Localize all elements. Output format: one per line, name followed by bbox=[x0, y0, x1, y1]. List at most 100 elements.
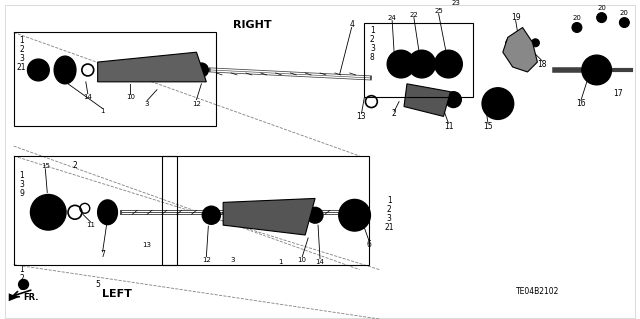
Circle shape bbox=[596, 13, 607, 23]
Circle shape bbox=[346, 206, 364, 224]
Circle shape bbox=[202, 206, 220, 224]
Circle shape bbox=[414, 56, 429, 72]
Text: 1: 1 bbox=[278, 259, 283, 265]
Text: 1: 1 bbox=[370, 26, 375, 35]
Ellipse shape bbox=[98, 200, 117, 225]
Text: 14: 14 bbox=[316, 259, 324, 265]
Text: 16: 16 bbox=[576, 99, 586, 108]
Text: 3: 3 bbox=[19, 180, 24, 189]
Circle shape bbox=[572, 23, 582, 33]
Circle shape bbox=[408, 50, 436, 78]
Text: 7: 7 bbox=[100, 250, 105, 259]
Text: 4: 4 bbox=[349, 20, 354, 29]
Text: 3: 3 bbox=[19, 54, 24, 63]
Polygon shape bbox=[98, 52, 206, 82]
Circle shape bbox=[620, 18, 629, 27]
Text: 12: 12 bbox=[192, 100, 201, 107]
Text: 15: 15 bbox=[41, 163, 50, 169]
Text: 13: 13 bbox=[356, 112, 366, 121]
Text: 3: 3 bbox=[370, 44, 375, 53]
Text: 2: 2 bbox=[370, 35, 375, 44]
Circle shape bbox=[531, 39, 540, 47]
Circle shape bbox=[28, 59, 49, 81]
Bar bbox=[364, 23, 473, 97]
Bar bbox=[162, 156, 369, 265]
Text: 1: 1 bbox=[387, 196, 392, 205]
Text: 20: 20 bbox=[620, 10, 628, 16]
Polygon shape bbox=[404, 84, 451, 116]
Text: 23: 23 bbox=[484, 99, 492, 105]
Bar bbox=[13, 33, 216, 126]
Ellipse shape bbox=[54, 56, 76, 84]
Ellipse shape bbox=[102, 204, 113, 221]
Text: 9: 9 bbox=[19, 189, 24, 198]
Circle shape bbox=[506, 39, 514, 47]
Text: 1: 1 bbox=[100, 108, 105, 115]
Circle shape bbox=[392, 55, 410, 73]
Text: 3: 3 bbox=[387, 214, 392, 223]
Polygon shape bbox=[223, 198, 315, 235]
Text: 10: 10 bbox=[126, 94, 135, 100]
Ellipse shape bbox=[440, 56, 456, 72]
Circle shape bbox=[489, 95, 507, 113]
Circle shape bbox=[582, 55, 611, 85]
Circle shape bbox=[387, 50, 415, 78]
Circle shape bbox=[307, 207, 323, 223]
Text: 24: 24 bbox=[388, 15, 397, 21]
Text: 1: 1 bbox=[19, 171, 24, 180]
Text: 2: 2 bbox=[392, 109, 397, 118]
Circle shape bbox=[37, 219, 41, 223]
Text: 1: 1 bbox=[19, 36, 24, 45]
Circle shape bbox=[55, 201, 60, 205]
Text: 8: 8 bbox=[370, 53, 375, 62]
Text: 10: 10 bbox=[298, 257, 307, 263]
Text: 11: 11 bbox=[86, 222, 95, 228]
Circle shape bbox=[33, 65, 44, 75]
Text: 17: 17 bbox=[614, 89, 623, 98]
Text: 2: 2 bbox=[19, 274, 24, 283]
Text: 14: 14 bbox=[83, 94, 92, 100]
Text: 22: 22 bbox=[410, 11, 419, 18]
Text: 23: 23 bbox=[452, 0, 461, 6]
Text: 25: 25 bbox=[434, 8, 443, 14]
Text: 19: 19 bbox=[511, 13, 520, 22]
Circle shape bbox=[19, 279, 29, 289]
Polygon shape bbox=[9, 293, 19, 301]
Text: RIGHT: RIGHT bbox=[234, 19, 272, 30]
Circle shape bbox=[589, 62, 605, 78]
Text: 11: 11 bbox=[444, 122, 453, 131]
Circle shape bbox=[46, 197, 50, 201]
Text: 20: 20 bbox=[597, 5, 606, 11]
Text: 3: 3 bbox=[19, 283, 24, 292]
Text: 21: 21 bbox=[385, 223, 394, 232]
Text: 18: 18 bbox=[538, 60, 547, 69]
Text: 20: 20 bbox=[573, 15, 581, 21]
Polygon shape bbox=[503, 27, 538, 72]
Circle shape bbox=[518, 61, 527, 69]
Circle shape bbox=[55, 219, 60, 223]
Circle shape bbox=[59, 210, 63, 214]
Circle shape bbox=[46, 223, 50, 227]
Text: 3: 3 bbox=[145, 100, 149, 107]
Text: 2: 2 bbox=[387, 205, 392, 214]
Text: 5: 5 bbox=[95, 280, 100, 289]
Circle shape bbox=[33, 210, 37, 214]
Text: 2: 2 bbox=[72, 161, 77, 170]
Text: TE04B2102: TE04B2102 bbox=[516, 287, 559, 296]
Circle shape bbox=[31, 195, 66, 230]
Text: 13: 13 bbox=[143, 242, 152, 248]
Text: 2: 2 bbox=[19, 45, 24, 54]
Text: 1: 1 bbox=[19, 265, 24, 274]
Ellipse shape bbox=[435, 50, 462, 78]
Text: FR.: FR. bbox=[24, 293, 39, 302]
Circle shape bbox=[339, 199, 371, 231]
Bar bbox=[13, 156, 177, 265]
Text: 3: 3 bbox=[231, 257, 236, 263]
Text: 21: 21 bbox=[17, 63, 26, 71]
Circle shape bbox=[37, 201, 41, 205]
Text: 15: 15 bbox=[483, 122, 493, 131]
Circle shape bbox=[38, 202, 58, 222]
Text: 6: 6 bbox=[367, 241, 372, 249]
Text: LEFT: LEFT bbox=[102, 289, 132, 299]
Ellipse shape bbox=[58, 59, 72, 81]
